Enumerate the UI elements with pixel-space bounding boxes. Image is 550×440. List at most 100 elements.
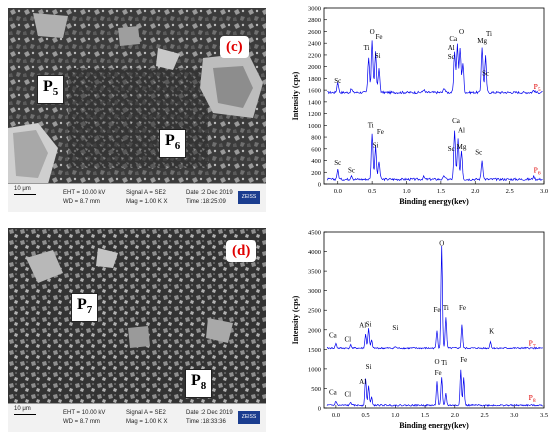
peak-label: Al: [458, 126, 465, 134]
series-tag: P7: [529, 338, 536, 349]
y-tick-label: 400: [311, 158, 321, 165]
y-tick-label: 500: [311, 386, 321, 393]
peak-label: Cl: [344, 390, 351, 398]
x-tick-label: 0.5: [362, 412, 370, 419]
x-tick-label: 0.0: [332, 412, 340, 419]
peak-label: Cl: [344, 336, 351, 344]
point-label-p8: P8: [186, 370, 212, 398]
sem-texture-d: [8, 228, 266, 404]
y-tick-label: 1000: [308, 123, 321, 130]
sem-info-bar-c: 10 μm EHT = 10.00 kV WD = 8.7 mm Signal …: [8, 183, 266, 212]
y-tick-label: 2500: [308, 308, 321, 315]
panel-tag-d: (d): [226, 240, 257, 262]
x-tick-label: 0.5: [368, 188, 376, 195]
peak-label: Ti: [443, 304, 449, 312]
peak-label: O: [370, 28, 375, 36]
x-tick-label: 3.0: [510, 412, 518, 419]
y-tick-label: 800: [311, 135, 321, 142]
series-tag: P8: [529, 393, 536, 404]
y-tick-label: 600: [311, 146, 321, 153]
sem-info-bar-d: 10 μm EHT = 10.00 kV WD = 8.7 mm Signal …: [8, 403, 266, 432]
eds-chart-c: 0 200 400 600 800 1000 1200 1400 1600 1800 2000 220…: [278, 0, 550, 220]
peak-label: Si: [366, 363, 372, 371]
peak-label: Ti: [368, 122, 374, 130]
point-label-text: P: [165, 132, 175, 149]
y-tick-label: 2400: [308, 41, 321, 48]
y-tick-label: 2000: [308, 327, 321, 334]
point-label-sub: 7: [86, 304, 93, 317]
peak-label: Sc: [348, 166, 355, 174]
peak-label: Al: [359, 321, 366, 329]
mag-value: Mag = 1.00 K X: [126, 199, 168, 205]
point-label-sub: 8: [200, 380, 207, 393]
panel-tag-c: (c): [220, 36, 249, 58]
peak-label: Si: [375, 52, 381, 60]
peak-label: Fe: [433, 306, 440, 314]
y-tick-label: 0: [318, 182, 321, 189]
peak-label: Sc: [475, 149, 482, 157]
point-label-p5: P5: [38, 76, 64, 104]
peak-label: Sc: [334, 159, 341, 167]
y-tick-label: 3000: [308, 288, 321, 295]
plot-frame: [323, 231, 545, 409]
sem-image-c: (c) P5 P6 10 μm EHT = 10.00 kV WD = 8.7 …: [8, 8, 266, 212]
zeiss-logo: ZEISS: [238, 191, 260, 204]
x-tick-label: 2.5: [480, 412, 488, 419]
peak-label: Fe: [459, 304, 466, 312]
y-tick-label: 4000: [308, 249, 321, 256]
peak-label: Ti: [364, 44, 370, 52]
series-tag-sub: 8: [533, 398, 536, 404]
y-tick-label: 2200: [308, 52, 321, 59]
peak-label: Mg: [477, 37, 487, 45]
eds-chart-d: 0 500 1000 1500 2000 2500 3000 3500 4000 4500 0.0 0…: [278, 224, 550, 440]
x-tick-label: 2.0: [451, 412, 459, 419]
eht-value: EHT = 10.00 kV: [63, 190, 106, 196]
y-tick-label: 1500: [308, 347, 321, 354]
series-line: [326, 369, 543, 407]
peak-label: Ca: [452, 117, 461, 125]
eds-chart-d-svg: 0 500 1000 1500 2000 2500 3000 3500 4000 4500 0.0 0…: [291, 230, 548, 431]
peak-label: Al: [359, 378, 366, 386]
x-tick-label: 1.5: [421, 412, 429, 419]
peak-label: Si: [366, 321, 372, 329]
peak-label: Fe: [377, 128, 384, 136]
wd-value: WD = 8.7 mm: [63, 199, 100, 205]
peak-label: K: [489, 328, 494, 336]
y-tick-label: 1000: [308, 366, 321, 373]
sem-image-d: (d) P 7 P8 10 μm EHT = 10.00 kV WD = 8.7 …: [8, 228, 266, 432]
eds-chart-c-svg: 0 200 400 600 800 1000 1200 1400 1600 1800 2000 220…: [291, 6, 548, 207]
peak-label: Ti: [486, 30, 492, 38]
y-axis-title: Intensity (cps): [291, 71, 300, 120]
point-label-text: P: [43, 78, 53, 95]
y-axis-title: Intensity (cps): [291, 295, 300, 344]
peak-label: O: [434, 358, 439, 366]
point-label-text: P: [191, 372, 201, 389]
x-tick-label: 3.5: [540, 412, 548, 419]
point-label-sub: 6: [174, 140, 181, 153]
plot-frame: [323, 7, 545, 185]
y-tick-label: 1600: [308, 88, 321, 95]
scale-bar-line: [14, 414, 36, 415]
y-tick-label: 3500: [308, 269, 321, 276]
peak-label: Ca: [329, 332, 338, 340]
peak-label: Sc: [482, 69, 489, 77]
signal-value: Signal A = SE2: [126, 410, 166, 416]
y-tick-label: 200: [311, 170, 321, 177]
y-tick-label: 2000: [308, 64, 321, 71]
peak-label: O: [459, 28, 464, 36]
wd-value: WD = 8.7 mm: [63, 419, 100, 425]
x-tick-label: 0.0: [334, 188, 342, 195]
peak-label: Ca: [329, 388, 338, 396]
date-value: Date :2 Dec 2019: [186, 190, 233, 196]
peak-label: Sc: [448, 53, 455, 61]
x-tick-label: 3.0: [540, 188, 548, 195]
eht-value: EHT = 10.00 kV: [63, 410, 106, 416]
peak-label: Ti: [441, 359, 447, 367]
x-tick-label: 1.5: [437, 188, 445, 195]
peak-label: O: [439, 240, 444, 248]
zeiss-logo: ZEISS: [238, 411, 260, 424]
y-tick-label: 1200: [308, 111, 321, 118]
